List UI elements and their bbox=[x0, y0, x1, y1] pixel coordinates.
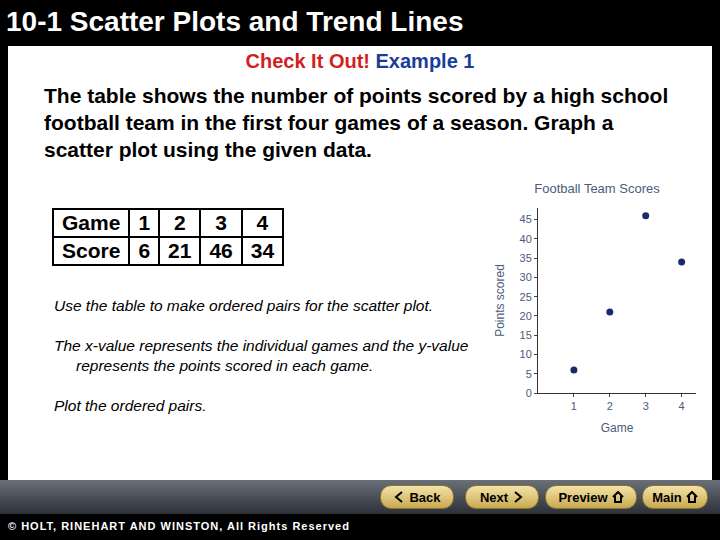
svg-text:15: 15 bbox=[520, 329, 532, 341]
html-text:3: 3 bbox=[215, 211, 227, 234]
html-text:46: 46 bbox=[209, 239, 233, 262]
html-text:Main: Main bbox=[652, 489, 682, 505]
html-text:Preview: Preview bbox=[558, 489, 608, 505]
html-text:© HOLT, RINEHART AND WINSTON,: © HOLT, RINEHART AND WINSTON, All Rights… bbox=[8, 520, 350, 532]
svg-text:35: 35 bbox=[520, 252, 532, 264]
svg-text:Points scored: Points scored bbox=[493, 264, 507, 337]
svg-text:45: 45 bbox=[520, 213, 532, 225]
html-text:The table shows the number of: The table shows the number of points sco… bbox=[44, 84, 669, 161]
svg-text:1: 1 bbox=[571, 400, 577, 412]
html-text:2: 2 bbox=[173, 211, 186, 234]
svg-text:10: 10 bbox=[520, 348, 532, 360]
html-text:34: 34 bbox=[250, 239, 275, 262]
svg-text:0: 0 bbox=[526, 387, 532, 399]
html-text:Score: Score bbox=[62, 239, 121, 262]
svg-text:2: 2 bbox=[607, 400, 613, 412]
html-text:1: 1 bbox=[138, 211, 151, 234]
html-text:Back: Back bbox=[409, 489, 441, 505]
html-text:Game: Game bbox=[62, 211, 121, 234]
svg-text:Football Team Scores: Football Team Scores bbox=[534, 181, 660, 196]
svg-text:25: 25 bbox=[520, 291, 532, 303]
html-text:21: 21 bbox=[168, 239, 192, 262]
html-text:4: 4 bbox=[256, 211, 269, 234]
svg-text:4: 4 bbox=[679, 400, 685, 412]
svg-text:30: 30 bbox=[520, 271, 532, 283]
html-text:Check It Out! Example 1: Check It Out! Example 1 bbox=[245, 50, 475, 72]
svg-text:40: 40 bbox=[520, 233, 532, 245]
svg-text:3: 3 bbox=[643, 400, 649, 412]
svg-text:Game: Game bbox=[601, 421, 634, 435]
html-text:10-1 Scatter Plots and Trend L: 10-1 Scatter Plots and Trend Lines bbox=[6, 6, 464, 37]
html-text:Use the table to make ordered: Use the table to make ordered pairs for … bbox=[54, 297, 434, 314]
html-text:Plot the ordered pairs.: Plot the ordered pairs. bbox=[54, 397, 207, 414]
svg-text:5: 5 bbox=[526, 368, 532, 380]
html-text:Next: Next bbox=[479, 489, 509, 505]
svg-text:20: 20 bbox=[520, 310, 532, 322]
html-text:The x-value represents the ind: The x-value represents the individual ga… bbox=[54, 337, 469, 374]
html-text:6: 6 bbox=[138, 239, 151, 262]
